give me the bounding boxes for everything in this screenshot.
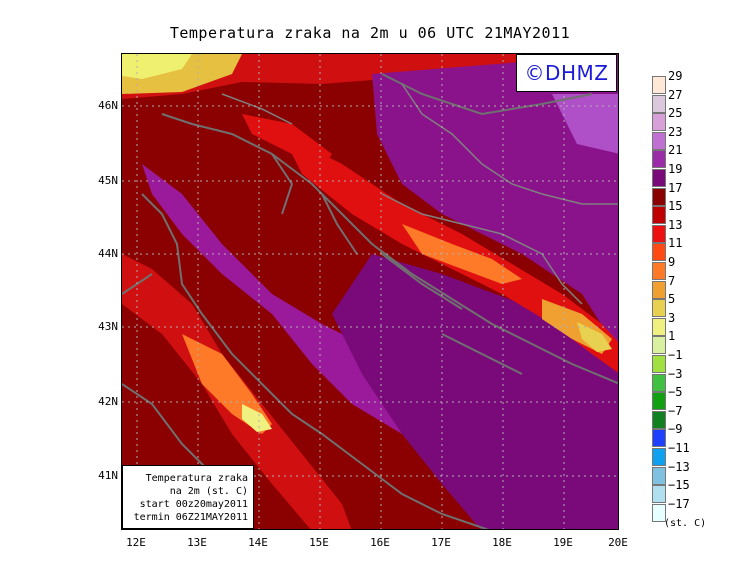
lat-label-44n: 44N [98,247,118,260]
legend-label: 5 [668,292,676,307]
legend-label: 7 [668,273,676,288]
adriatic-sea-south [332,254,618,529]
legend-label: −11 [668,441,690,455]
legend-swatch [652,113,666,132]
legend-unit: (st. C) [664,518,707,529]
lon-label-18e: 18E [492,536,512,549]
legend-swatch [652,206,666,225]
legend-label: 25 [668,106,683,121]
lon-label-12e: 12E [126,536,146,549]
lat-label-46n: 46N [98,99,118,112]
map-info-box: Temperatura zraka na 2m (st. C) start 00… [122,465,254,529]
lon-label-19e: 19E [553,536,573,549]
legend-swatch [652,131,666,150]
dinaric-cool-zone [402,224,522,284]
apennine-coldest-spot [242,404,272,432]
info-start-time: start 00z20may2011 [139,499,248,510]
legend-label: 11 [668,236,683,251]
info-valid-time: termin 06Z21MAY2011 [133,512,248,523]
temperature-field [122,54,618,529]
lat-label-42n: 42N [98,395,118,408]
legend-label: −15 [668,478,690,493]
legend-label: −3 [668,366,683,381]
legend-swatch [652,224,666,243]
lon-label-14e: 14E [248,536,268,549]
legend-label: −13 [668,459,690,474]
legend-swatch [652,466,666,485]
map-title: Temperatura zraka na 2m u 06 UTC 21MAY20… [169,24,571,42]
legend-swatch [652,243,666,262]
legend-swatch [652,76,666,94]
coastlines [122,73,618,529]
country-borders [221,83,618,305]
legend-label: 1 [668,329,676,344]
east-warmest-zone [552,94,618,154]
legend-swatch [652,317,666,336]
north-adriatic-warm [242,114,332,169]
legend-swatch [652,299,666,318]
info-variable: Temperatura zraka [145,473,248,484]
lat-label-41n: 41N [98,469,118,482]
legend-label: 29 [668,69,683,83]
lon-label-13e: 13E [187,536,207,549]
info-level-unit: na 2m (st. C) [169,486,248,497]
lon-label-16e: 16E [370,536,390,549]
lat-lon-grid [122,54,618,529]
legend-swatch [652,373,666,392]
legend-label: −7 [668,403,683,418]
legend-label: 19 [668,162,683,176]
legend-label: −1 [668,348,683,362]
lon-label-17e: 17E [431,536,451,549]
legend-label: 9 [668,255,676,269]
legend-label: −17 [668,496,690,511]
legend-swatch [652,448,666,466]
legend-swatch [652,410,666,429]
legend-swatch [652,150,666,169]
legend-swatch [652,336,666,355]
dhmz-copyright-logo: ©DHMZ [516,54,617,92]
lat-label-45n: 45N [98,174,118,187]
temperature-map [121,53,619,530]
legend-label: 17 [668,180,683,195]
legend-swatch [652,94,666,113]
legend-swatch [652,485,666,504]
legend-swatch [652,503,666,522]
legend-swatch [652,355,666,373]
legend-swatch [652,280,666,299]
legend-label: 21 [668,143,683,158]
lon-label-20e: 20E [608,536,628,549]
legend-label: −5 [668,385,683,400]
legend-label: −9 [668,422,683,437]
legend-swatch [652,429,666,448]
legend-swatch [652,392,666,411]
legend-label: 23 [668,124,683,139]
alps-coldest-zone [122,54,192,79]
legend-swatch [652,262,666,280]
legend-label: 13 [668,217,683,232]
legend-label: 3 [668,310,676,325]
legend-label: 15 [668,199,683,214]
lon-label-15e: 15E [309,536,329,549]
montenegro-coldest-spot [577,322,612,352]
legend-label: 27 [668,87,683,102]
legend-swatch [652,187,666,206]
lat-label-43n: 43N [98,320,118,333]
legend-swatch [652,169,666,187]
